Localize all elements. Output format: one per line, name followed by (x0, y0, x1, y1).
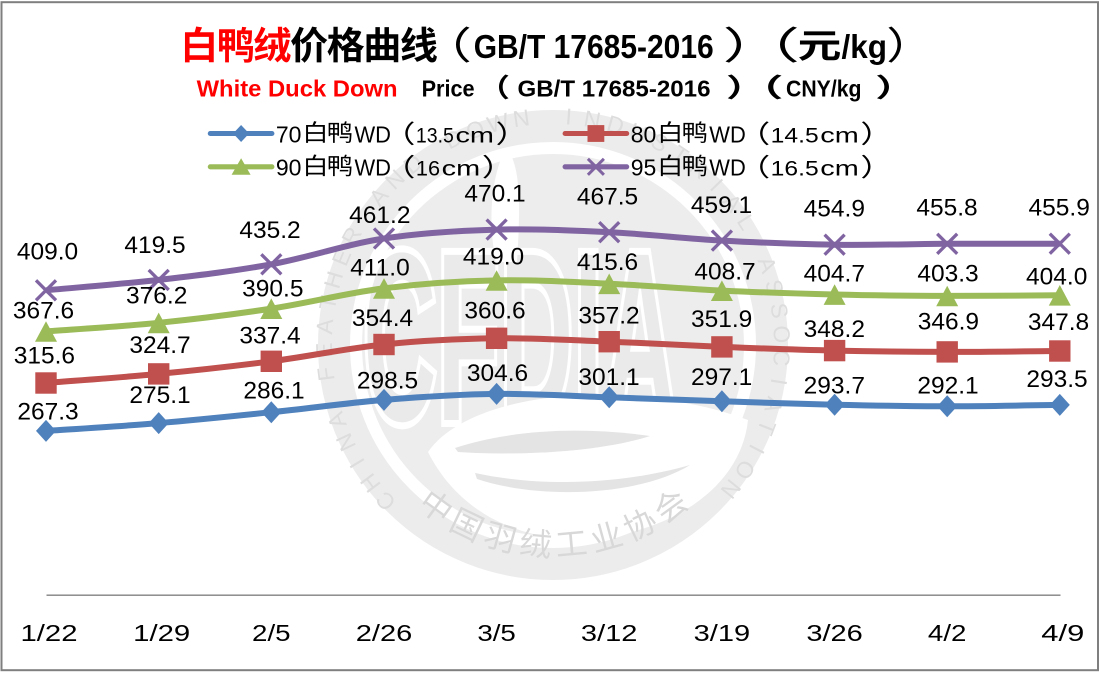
svg-text:3/5: 3/5 (477, 620, 516, 646)
svg-text:16: 16 (416, 157, 440, 181)
svg-text:14.5: 14.5 (771, 123, 819, 147)
svg-text:286.1: 286.1 (243, 378, 304, 405)
svg-text:90: 90 (276, 155, 302, 181)
svg-text:cm: cm (820, 157, 859, 181)
svg-text:348.2: 348.2 (804, 316, 865, 343)
svg-text:435.2: 435.2 (239, 217, 300, 244)
svg-text:CNY/kg: CNY/kg (786, 75, 862, 101)
svg-text:293.7: 293.7 (804, 373, 865, 400)
svg-text:16.5: 16.5 (771, 157, 819, 181)
svg-text:H: H (319, 268, 349, 291)
svg-text:346.9: 346.9 (918, 309, 979, 336)
svg-text:GB/T 17685-2016: GB/T 17685-2016 (518, 75, 711, 101)
svg-text:360.6: 360.6 (464, 298, 525, 325)
svg-text:C: C (768, 349, 795, 367)
svg-text:Price: Price (422, 75, 475, 101)
svg-text:267.3: 267.3 (17, 399, 78, 426)
svg-text:411.0: 411.0 (350, 255, 410, 282)
svg-text:293.5: 293.5 (1026, 366, 1087, 393)
svg-text:S: S (765, 301, 793, 320)
svg-text:White Duck Down: White Duck Down (197, 75, 398, 101)
svg-text:3/12: 3/12 (581, 620, 638, 646)
svg-text:4/2: 4/2 (928, 620, 967, 646)
svg-text:WD: WD (355, 155, 392, 181)
svg-text:275.1: 275.1 (129, 382, 190, 409)
svg-text:N: N (511, 104, 531, 132)
svg-text:376.2: 376.2 (126, 283, 187, 310)
svg-text:467.5: 467.5 (577, 184, 638, 211)
svg-text:470.1: 470.1 (464, 181, 525, 208)
svg-text:419.0: 419.0 (463, 243, 524, 270)
svg-text:/kg: /kg (842, 28, 888, 65)
svg-text:WD: WD (709, 155, 746, 181)
svg-text:403.3: 403.3 (917, 261, 978, 288)
svg-text:1/29: 1/29 (133, 620, 190, 646)
svg-text:292.1: 292.1 (917, 373, 978, 400)
svg-text:80: 80 (631, 121, 657, 147)
svg-text:347.8: 347.8 (1028, 309, 1089, 336)
svg-text:70: 70 (276, 121, 302, 147)
svg-text:455.9: 455.9 (1029, 194, 1090, 221)
svg-text:297.1: 297.1 (691, 364, 752, 391)
svg-text:WD: WD (709, 121, 746, 147)
svg-text:454.9: 454.9 (804, 196, 865, 223)
svg-text:409.0: 409.0 (17, 239, 78, 266)
svg-text:357.2: 357.2 (578, 303, 639, 330)
svg-text:I: I (766, 377, 793, 387)
svg-text:408.7: 408.7 (694, 259, 755, 286)
svg-text:4/9: 4/9 (1041, 620, 1084, 646)
svg-text:cm: cm (820, 123, 859, 147)
svg-text:3/26: 3/26 (806, 620, 863, 646)
svg-text:WD: WD (355, 121, 392, 147)
svg-text:419.5: 419.5 (124, 232, 185, 259)
svg-text:3/19: 3/19 (694, 620, 751, 646)
svg-text:304.6: 304.6 (467, 360, 528, 387)
svg-text:315.6: 315.6 (14, 342, 75, 369)
svg-text:cm: cm (442, 157, 481, 181)
svg-text:I: I (565, 103, 573, 129)
svg-text:2/5: 2/5 (252, 620, 291, 646)
svg-text:455.8: 455.8 (916, 195, 977, 222)
svg-text:13.5: 13.5 (416, 123, 454, 147)
svg-text:2/26: 2/26 (356, 620, 413, 646)
svg-text:GB/T 17685-2016: GB/T 17685-2016 (474, 28, 714, 65)
svg-text:A: A (311, 317, 338, 335)
svg-text:459.1: 459.1 (691, 192, 752, 219)
svg-text:298.5: 298.5 (357, 368, 418, 395)
svg-text:461.2: 461.2 (349, 202, 410, 229)
svg-text:O: O (768, 325, 795, 344)
svg-text:390.5: 390.5 (242, 276, 303, 303)
svg-text:404.7: 404.7 (804, 261, 865, 288)
svg-text:337.4: 337.4 (239, 323, 300, 350)
svg-text:95: 95 (631, 155, 657, 181)
svg-text:cm: cm (456, 123, 495, 147)
svg-text:324.7: 324.7 (129, 332, 190, 359)
svg-text:367.6: 367.6 (13, 298, 74, 325)
svg-text:301.1: 301.1 (578, 364, 639, 391)
svg-text:1/22: 1/22 (21, 620, 78, 646)
svg-text:404.0: 404.0 (1026, 263, 1087, 290)
svg-text:354.4: 354.4 (352, 305, 413, 332)
svg-text:F: F (312, 365, 340, 382)
svg-text:351.9: 351.9 (691, 306, 752, 333)
svg-text:415.6: 415.6 (577, 249, 638, 276)
